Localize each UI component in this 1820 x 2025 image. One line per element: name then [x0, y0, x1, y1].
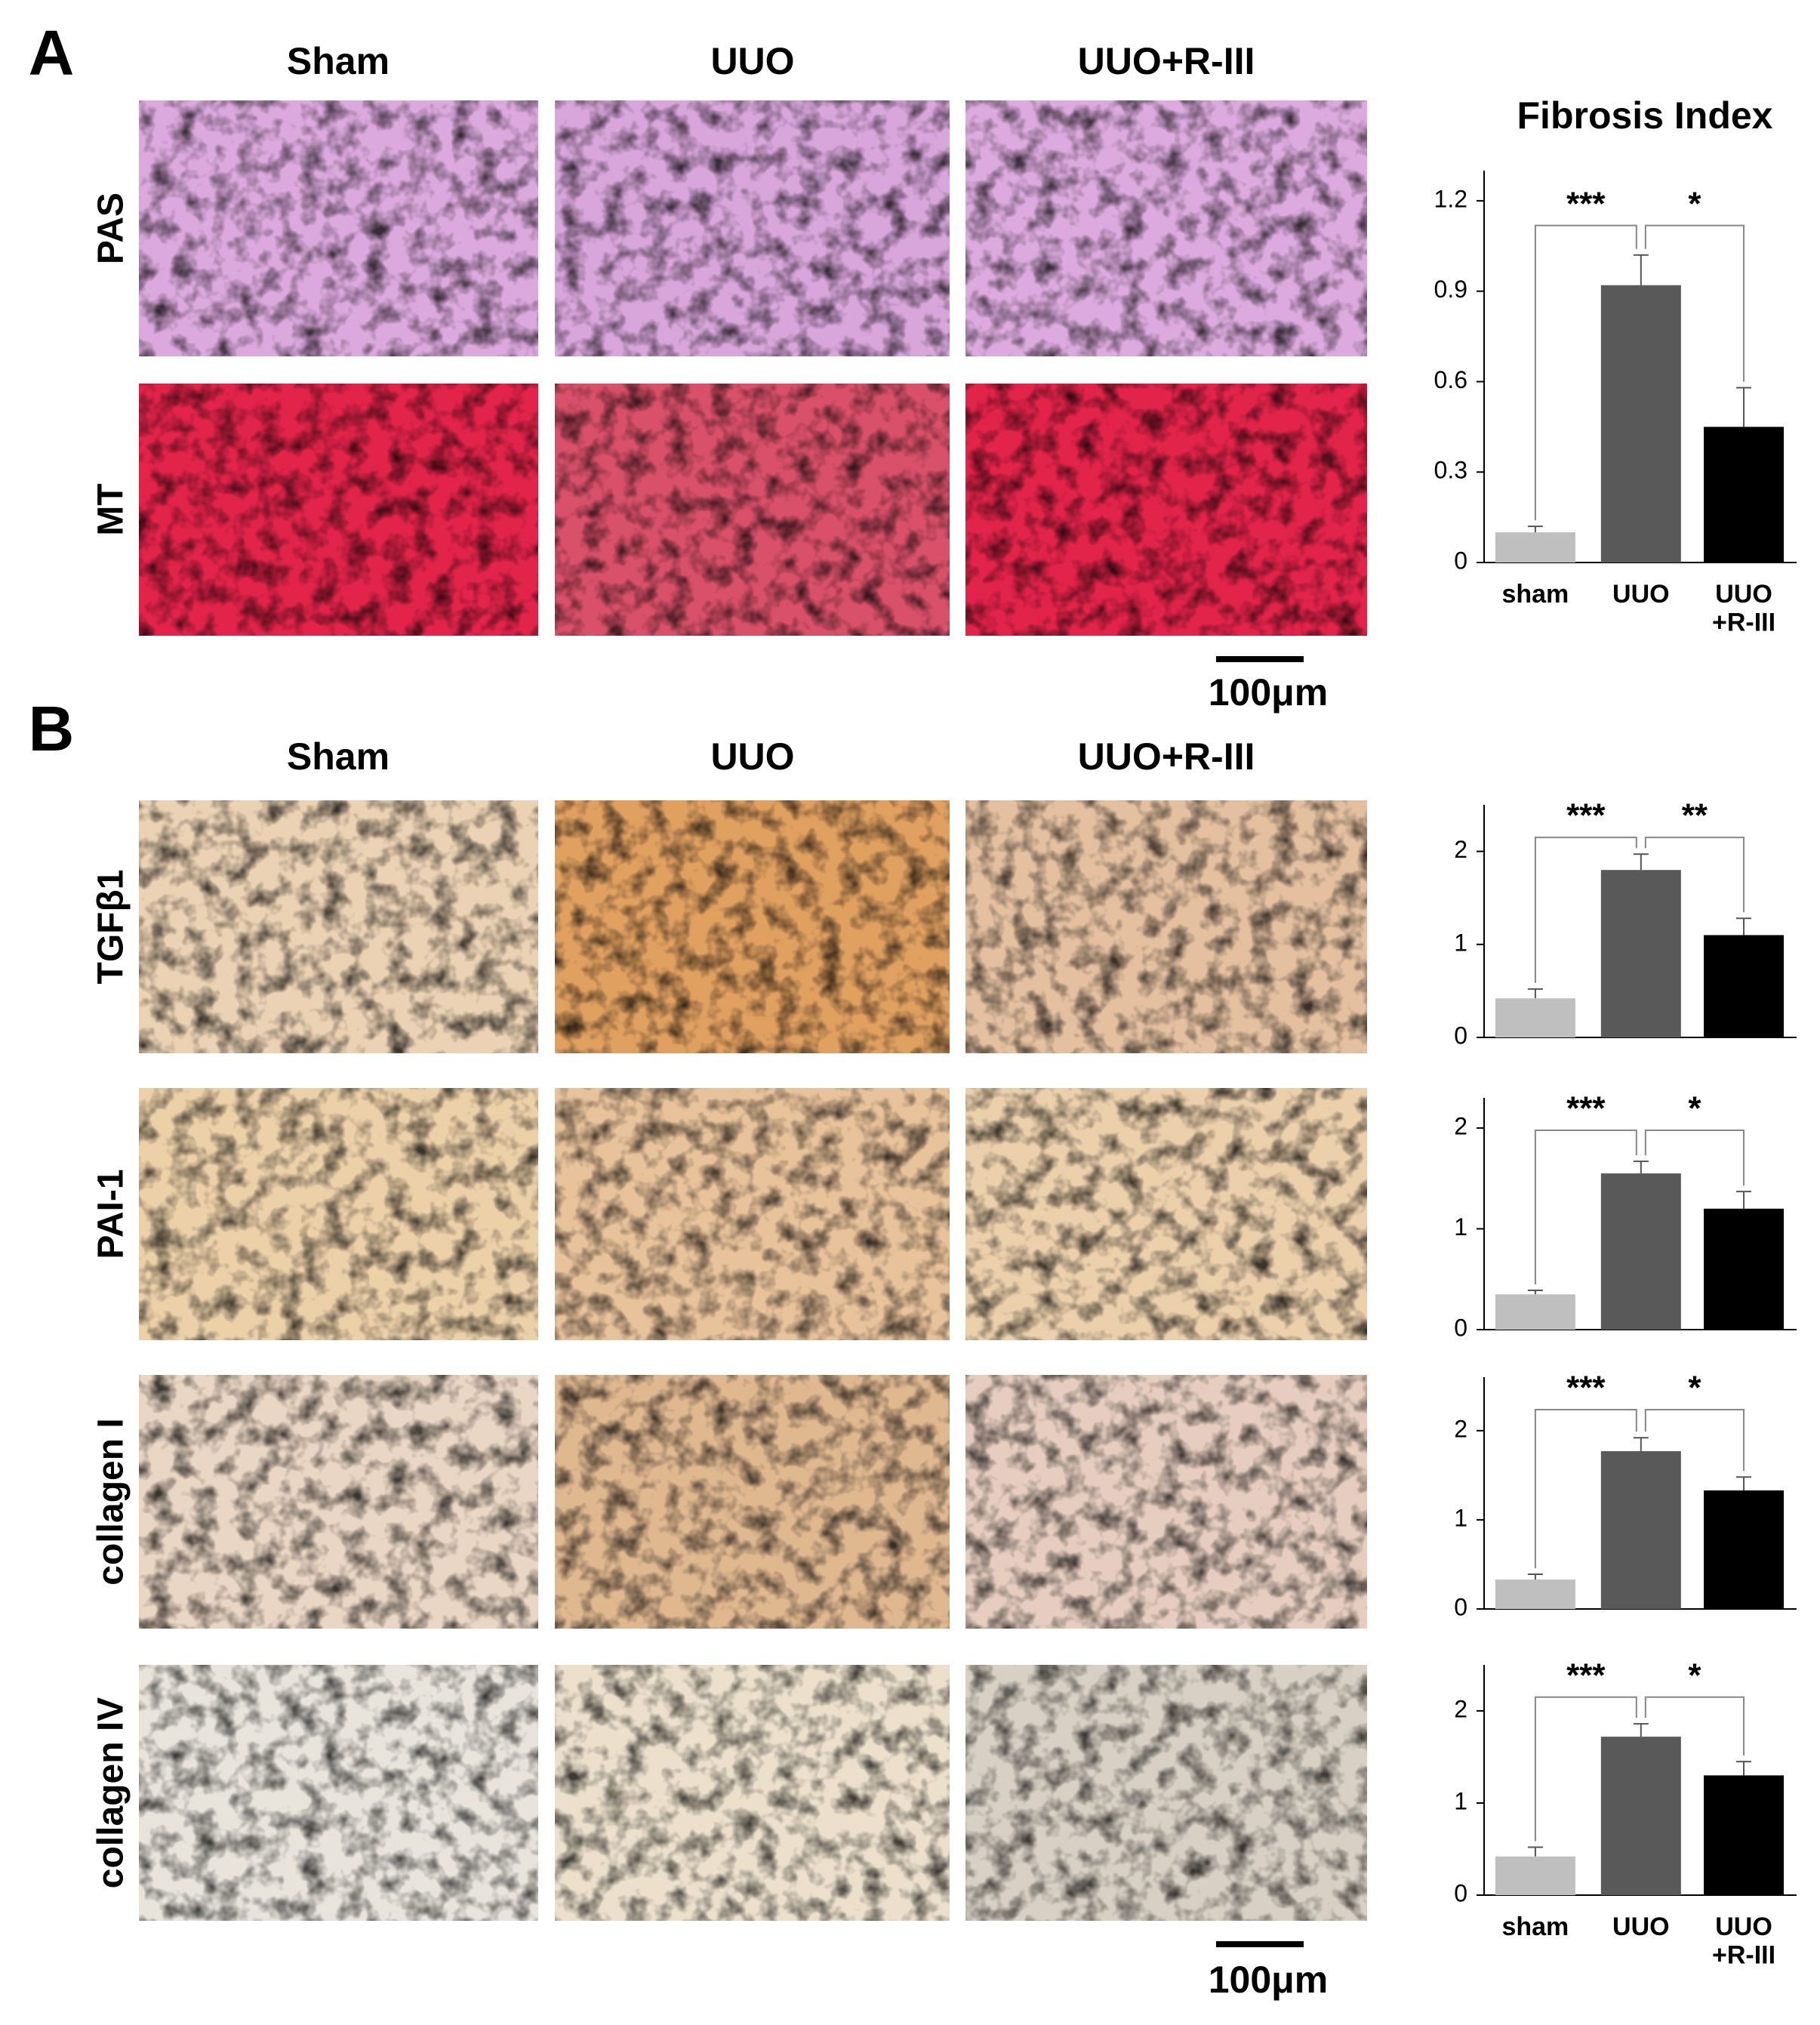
y-tick-label: 0 [1454, 1022, 1467, 1049]
micrograph-texture [555, 1375, 950, 1629]
micrograph-texture [139, 1088, 538, 1340]
significance-label: *** [1566, 1370, 1606, 1407]
bar [1495, 998, 1575, 1037]
micrograph-texture [555, 800, 950, 1053]
bar [1704, 1775, 1785, 1895]
panel-label: A [29, 17, 75, 88]
bar [1600, 285, 1681, 562]
y-tick-label: 1 [1454, 1213, 1467, 1241]
significance-bracket [1534, 1129, 1637, 1284]
significance-bracket [1644, 224, 1745, 382]
y-tick-label: 0 [1454, 547, 1467, 574]
y-tick-label: 0 [1454, 1593, 1467, 1620]
bar [1495, 1856, 1575, 1895]
significance-bracket [1644, 1408, 1745, 1472]
significance-label: * [1688, 1370, 1701, 1407]
x-tick-label: sham [1501, 580, 1569, 609]
row-label: collagen I [91, 1418, 131, 1585]
micrograph-texture [139, 100, 538, 356]
column-header: UUO+R-III [1078, 40, 1255, 82]
significance-bracket [1534, 837, 1637, 983]
y-tick-label: 2 [1454, 1112, 1467, 1139]
micrograph-texture [965, 800, 1367, 1053]
column-header: UUO+R-III [1078, 735, 1255, 778]
row-label: collagen IV [91, 1697, 131, 1888]
scale-bar-label: 100μm [1209, 671, 1328, 714]
significance-label: *** [1566, 797, 1606, 834]
micrograph-texture [139, 384, 538, 636]
significance-label: *** [1566, 1090, 1606, 1127]
significance-bracket [1644, 1696, 1745, 1756]
micrograph-texture [965, 1665, 1367, 1921]
y-tick-label: 1 [1454, 929, 1467, 956]
row-label: PAI-1 [91, 1169, 131, 1259]
micrograph-texture [555, 1665, 950, 1921]
micrograph-texture [139, 1375, 538, 1629]
column-header: Sham [287, 735, 390, 778]
bar [1704, 1208, 1785, 1330]
significance-bracket [1534, 224, 1637, 521]
micrograph-texture [965, 1375, 1367, 1629]
micrograph-texture [139, 1665, 538, 1921]
scale-bar-label: 100μm [1209, 1959, 1328, 2001]
y-tick-label: 1 [1454, 1787, 1467, 1814]
significance-bracket [1644, 1129, 1745, 1186]
significance-label: *** [1566, 185, 1606, 222]
panel-label: B [29, 693, 75, 764]
column-header: UUO [710, 40, 794, 82]
bar [1600, 1173, 1681, 1330]
bar [1704, 935, 1785, 1037]
bar [1600, 870, 1681, 1037]
significance-bracket [1534, 1408, 1637, 1568]
bar [1495, 1294, 1575, 1330]
y-tick-label: 1 [1454, 1504, 1467, 1531]
micrograph-texture [555, 384, 950, 636]
bar [1495, 1580, 1575, 1609]
y-tick-label: 2 [1454, 836, 1467, 863]
row-label: TGFβ1 [91, 870, 131, 985]
y-tick-label: 0 [1454, 1314, 1467, 1341]
chart-title: Fibrosis Index [1517, 94, 1773, 137]
column-header: Sham [287, 40, 390, 82]
significance-label: * [1688, 1657, 1701, 1694]
x-tick-label: UUO [1612, 1912, 1670, 1941]
bar [1704, 1490, 1785, 1609]
significance-bracket [1644, 837, 1745, 913]
micrograph-texture [965, 1088, 1367, 1340]
significance-label: ** [1682, 797, 1708, 834]
micrograph-texture [555, 100, 950, 356]
y-tick-label: 1.2 [1434, 185, 1467, 212]
y-tick-label: 0.9 [1434, 276, 1467, 303]
bar [1704, 427, 1785, 562]
significance-label: * [1688, 1090, 1701, 1127]
y-tick-label: 2 [1454, 1415, 1467, 1442]
bar [1600, 1451, 1681, 1609]
y-tick-label: 0.3 [1434, 457, 1467, 484]
bar [1495, 532, 1575, 562]
x-tick-label: sham [1501, 1912, 1569, 1941]
y-tick-label: 2 [1454, 1695, 1467, 1722]
x-tick-label: UUO +R-III [1712, 1912, 1775, 1969]
y-tick-label: 0 [1454, 1879, 1467, 1906]
micrograph-texture [965, 384, 1367, 636]
significance-bracket [1534, 1696, 1637, 1842]
x-tick-label: UUO [1612, 580, 1670, 609]
column-header: UUO [710, 735, 794, 778]
significance-label: *** [1566, 1657, 1606, 1694]
y-tick-label: 0.6 [1434, 366, 1467, 393]
x-tick-label: UUO +R-III [1712, 580, 1775, 636]
row-label: MT [91, 483, 131, 535]
significance-label: * [1688, 185, 1701, 222]
bar [1600, 1737, 1681, 1895]
micrograph-texture [555, 1088, 950, 1340]
micrograph-texture [139, 800, 538, 1053]
row-label: PAS [91, 193, 131, 264]
micrograph-texture [965, 100, 1367, 356]
